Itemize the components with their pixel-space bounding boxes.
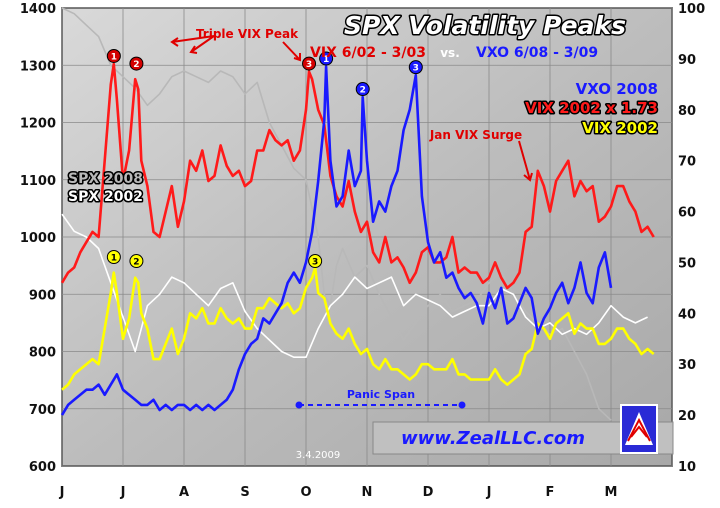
- left-axis-tick: 900: [29, 288, 56, 303]
- right-axis-tick: 100: [678, 2, 705, 17]
- peak-marker-circle: [319, 51, 334, 66]
- peak-marker: 3: [302, 56, 317, 71]
- chart-date: 3.4.2009: [296, 450, 341, 461]
- x-axis-month: J: [486, 485, 492, 500]
- legend-vxo-2008: VXO 2008: [576, 80, 658, 98]
- series-line-vxo-2008: [60, 65, 613, 416]
- triple-peak-arrows: [170, 35, 301, 62]
- peak-marker-circle: [308, 254, 323, 269]
- legend-vix-2002: VIX 2002: [582, 119, 658, 137]
- peak-marker-circle: [355, 82, 370, 97]
- x-axis-month: N: [362, 485, 373, 500]
- x-axis-month: A: [179, 485, 189, 500]
- legend-vix-2002-scaled: VIX 2002 x 1.73: [525, 99, 658, 117]
- left-axis-tick: 800: [29, 346, 56, 361]
- left-axis-tick: 1300: [20, 59, 56, 74]
- left-axis-tick: 1200: [20, 117, 56, 132]
- right-axis-tick: 10: [678, 460, 696, 475]
- subtitle-right: VXO 6/08 - 3/09: [476, 45, 598, 61]
- peak-marker-circle: [302, 56, 317, 71]
- x-axis-month: F: [546, 485, 555, 500]
- peak-marker-circle: [129, 56, 144, 71]
- x-axis-month: M: [605, 485, 618, 500]
- peak-marker-label: 2: [133, 258, 139, 268]
- website-label: www.ZealLLC.com: [401, 428, 585, 449]
- peak-marker-label: 2: [360, 86, 366, 96]
- peak-marker-circle: [408, 60, 423, 75]
- right-axis-tick: 40: [678, 307, 696, 322]
- series-line-vix-2002: [61, 266, 655, 391]
- x-axis-month: J: [59, 485, 65, 500]
- panic-span-start: [295, 401, 303, 409]
- peak-marker-label: 3: [413, 64, 419, 74]
- jan-surge-arrow: [518, 140, 533, 182]
- right-axis-tick: 80: [678, 104, 696, 119]
- x-axis-month: O: [300, 485, 311, 500]
- left-axis-tick: 1400: [20, 2, 56, 17]
- peak-marker-label: 3: [312, 258, 318, 268]
- axis-ticks: 6007008009001000110012001300140010203040…: [20, 2, 705, 475]
- peak-marker-label: 1: [323, 55, 329, 65]
- peak-marker-label: 2: [133, 60, 139, 70]
- peak-marker: 3: [408, 60, 423, 75]
- legend-spx-2008: SPX 2008: [68, 171, 143, 187]
- right-axis-tick: 60: [678, 206, 696, 221]
- peak-marker-label: 3: [306, 60, 312, 70]
- peak-marker: 1: [106, 249, 121, 264]
- x-axis-month: D: [423, 485, 434, 500]
- right-axis-tick: 30: [678, 358, 696, 373]
- right-axis-tick: 70: [678, 155, 696, 170]
- annotation-jan-surge: Jan VIX Surge: [429, 128, 522, 142]
- peak-marker: 1: [319, 51, 334, 66]
- peak-marker-label: 1: [111, 253, 117, 263]
- peak-marker-circle: [106, 249, 121, 264]
- peak-marker-label: 1: [111, 52, 117, 62]
- series-line-spx-2002: [61, 213, 648, 359]
- peak-marker: 2: [129, 56, 144, 71]
- legend-spx-2002: SPX 2002: [68, 189, 143, 205]
- peak-markers: 1 2 3 1 2 3 1 2 3: [106, 48, 423, 269]
- right-axis-tick: 20: [678, 409, 696, 424]
- left-axis-tick: 700: [29, 403, 56, 418]
- annotation-triple-peak: Triple VIX Peak: [196, 27, 299, 41]
- peak-marker: 2: [355, 82, 370, 97]
- left-axis-tick: 600: [29, 460, 56, 475]
- panic-span-end: [458, 401, 466, 409]
- peak-marker: 3: [308, 254, 323, 269]
- left-axis-tick: 1000: [20, 231, 56, 246]
- subtitle-left: VIX 6/02 - 3/03: [310, 45, 426, 61]
- right-axis-tick: 90: [678, 53, 696, 68]
- right-axis-tick: 50: [678, 256, 696, 271]
- series-lines: [60, 7, 655, 421]
- series-line-vix-2002-x-1-73: [60, 62, 655, 290]
- peak-marker: 2: [129, 254, 144, 269]
- left-axis-tick: 1100: [20, 174, 56, 189]
- peak-marker-circle: [106, 48, 121, 63]
- x-axis-month: J: [120, 485, 126, 500]
- peak-marker: 1: [106, 48, 121, 63]
- annotation-panic-span: Panic Span: [347, 388, 415, 401]
- zeal-logo: [620, 404, 658, 454]
- peak-marker-circle: [129, 254, 144, 269]
- chart-title: SPX Volatility Peaks: [344, 11, 626, 40]
- x-axis-month: S: [240, 485, 249, 500]
- subtitle-vs: vs.: [440, 46, 460, 60]
